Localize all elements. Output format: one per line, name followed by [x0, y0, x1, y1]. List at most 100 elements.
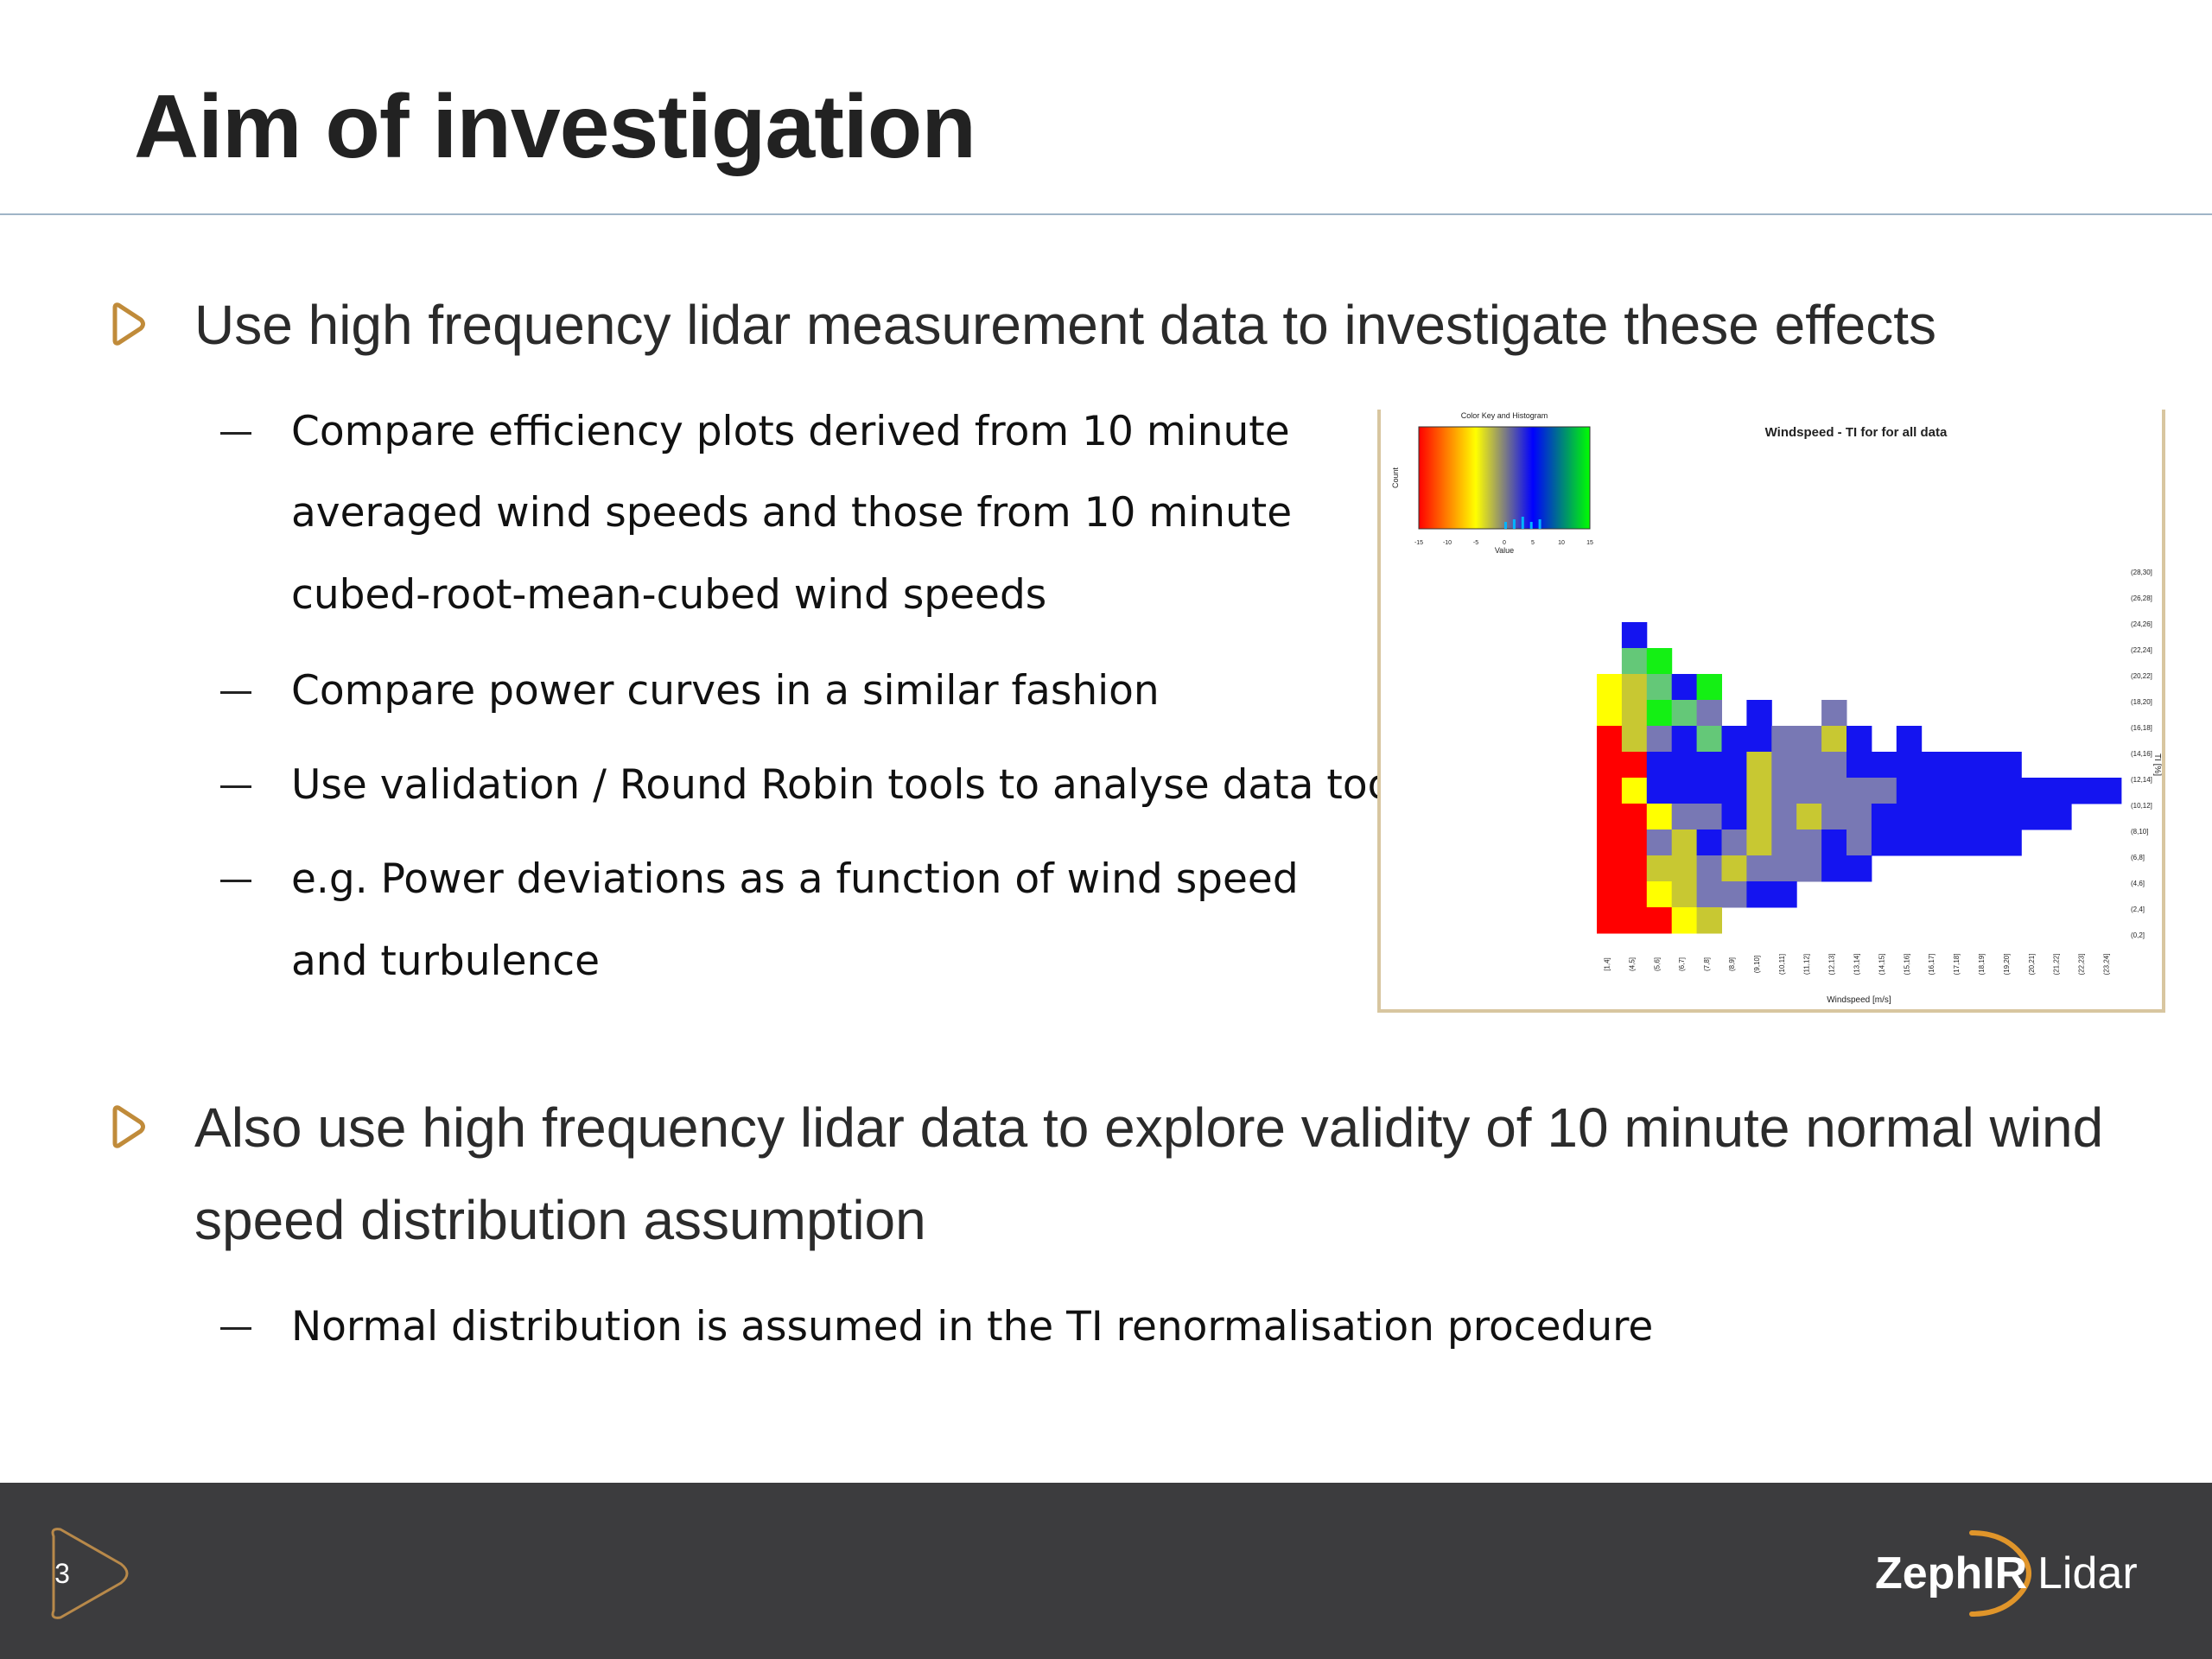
heatmap-cell: [1896, 778, 1923, 804]
heatmap-cell: [1646, 830, 1673, 856]
logo-text-bold: ZephIR: [1875, 1548, 2027, 1599]
chevron-bullet-icon: [112, 302, 145, 346]
heatmap-cell: [1621, 804, 1648, 830]
x-tick-label: (4,5]: [1628, 957, 1636, 971]
color-key-ylabel: Count: [1391, 467, 1400, 489]
x-axis-label: Windspeed [m/s]: [1827, 995, 1891, 1005]
heatmap-cell: [1946, 752, 1972, 779]
heatmap-cell: [1996, 804, 2022, 830]
heatmap-cell: [1696, 700, 1722, 727]
sub-bullet-3: Use validation / Round Robin tools to an…: [291, 761, 1393, 809]
heatmap-cell: [1821, 804, 1847, 830]
color-key-bar: [1418, 426, 1591, 530]
heatmap-cell: [1847, 752, 1872, 779]
heatmap-cell: [1671, 674, 1698, 701]
heatmap-cell: [1921, 830, 1948, 856]
dash-icon: [220, 691, 251, 694]
heatmap-cell: [1871, 830, 1897, 856]
heatmap-cell: [1821, 700, 1847, 727]
y-tick-label: (22,24]: [2131, 646, 2152, 654]
y-tick-label: (8,10]: [2131, 828, 2148, 836]
heatmap-cell: [1871, 752, 1897, 779]
bullet-2-line-2: speed distribution assumption: [194, 1189, 926, 1251]
heatmap-cell: [1696, 778, 1722, 804]
color-key-tick: -15: [1414, 540, 1423, 546]
y-tick-label: (4,6]: [2131, 880, 2145, 887]
heatmap-cell: [1646, 907, 1673, 934]
heatmap-cell: [1996, 752, 2022, 779]
heatmap-title: Windspeed - TI for for all data: [1765, 425, 1948, 440]
color-key-histogram-bar: [1521, 517, 1524, 529]
heatmap-cell: [1771, 752, 1797, 779]
heatmap-cell: [1721, 855, 1747, 882]
heatmap-cell: [1796, 752, 1822, 779]
heatmap-cell: [1597, 726, 1623, 753]
heatmap-cell: [1646, 804, 1673, 830]
x-tick-label: (7,8]: [1703, 957, 1711, 971]
sub-bullet-4-line-2: and turbulence: [291, 938, 601, 985]
y-tick-label: (20,22]: [2131, 672, 2152, 680]
heatmap-cell: [1921, 752, 1948, 779]
heatmap-cell: [1671, 804, 1698, 830]
heatmap-cell: [1971, 830, 1997, 856]
heatmap-cell: [1696, 674, 1722, 701]
color-key-tick: 15: [1586, 540, 1593, 546]
heatmap-cell: [1621, 778, 1648, 804]
slide-title: Aim of investigation: [134, 77, 976, 177]
x-tick-label: (8,9]: [1728, 957, 1736, 971]
heatmap-cell: [1621, 907, 1648, 934]
heatmap-cell: [1671, 752, 1698, 779]
heatmap-cell: [1921, 804, 1948, 830]
heatmap-cell: [1971, 804, 1997, 830]
heatmap-cell: [1621, 855, 1648, 882]
heatmap-cell: [1821, 855, 1847, 882]
color-key-tick: 5: [1531, 540, 1535, 546]
heatmap-cell: [1796, 726, 1822, 753]
heatmap-cell: [1646, 674, 1673, 701]
heatmap-cell: [1771, 804, 1797, 830]
y-tick-label: (26,28]: [2131, 594, 2152, 602]
heatmap-cell: [2096, 778, 2122, 804]
heatmap-cell: [1671, 855, 1698, 882]
heatmap-cell: [1796, 830, 1822, 856]
page-number: 3: [54, 1558, 70, 1589]
heatmap-cell: [1621, 830, 1648, 856]
color-key-tick: 10: [1558, 540, 1565, 546]
heatmap-cell: [1621, 700, 1648, 727]
sub-bullet-1-line-1: Compare efficiency plots derived from 10…: [291, 408, 1290, 455]
heatmap-cell: [1771, 778, 1797, 804]
x-tick-label: (12,13]: [1828, 954, 1836, 976]
heatmap-cell: [1671, 778, 1698, 804]
title-divider: [0, 213, 2212, 215]
heatmap-cell: [1796, 778, 1822, 804]
heatmap-cell: [1896, 726, 1923, 753]
heatmap-cell: [2021, 804, 2047, 830]
heatmap-cell: [1621, 726, 1648, 753]
heatmap-cell: [1847, 855, 1872, 882]
y-tick-label: (28,30]: [2131, 569, 2152, 576]
y-tick-label: (12,14]: [2131, 776, 2152, 784]
y-tick-label: (10,12]: [2131, 802, 2152, 810]
sub-bullet-5: Normal distribution is assumed in the TI…: [291, 1303, 1654, 1351]
heatmap-cell: [1771, 726, 1797, 753]
heatmap-cell: [1696, 752, 1722, 779]
y-tick-label: (6,8]: [2131, 854, 2145, 861]
x-tick-label: (10,11]: [1778, 954, 1786, 975]
color-key-title: Color Key and Histogram: [1461, 411, 1548, 420]
heatmap-cell: [1597, 804, 1623, 830]
dash-icon: [220, 880, 251, 882]
logo-text-light: Lidar: [2037, 1548, 2138, 1599]
x-tick-label: (14,15]: [1878, 954, 1885, 976]
heatmap-cell: [1847, 830, 1872, 856]
color-key-histogram-bar: [1504, 522, 1507, 529]
heatmap-cell: [2046, 804, 2072, 830]
footer-bar: 3 ZephIR Lidar: [0, 1483, 2212, 1659]
zephir-lidar-logo: ZephIR Lidar: [1875, 1530, 2138, 1617]
sub-bullet-1-line-3: cubed-root-mean-cubed wind speeds: [291, 571, 1047, 619]
heatmap-cell: [1696, 855, 1722, 882]
heatmap-cell: [1597, 881, 1623, 908]
x-tick-label: (17,18]: [1953, 954, 1961, 976]
heatmap-cell: [1721, 778, 1747, 804]
heatmap-cell: [2021, 778, 2047, 804]
heatmap-cell: [1621, 622, 1648, 649]
